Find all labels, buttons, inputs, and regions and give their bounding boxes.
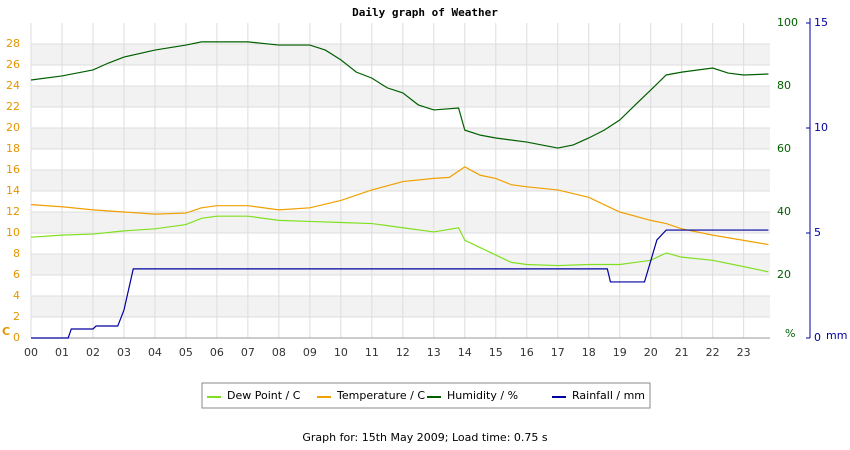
y-tick-label: 8	[13, 247, 20, 260]
x-tick-label: 10	[334, 346, 348, 359]
x-tick-label: 11	[365, 346, 379, 359]
y3-tick-label: 10	[814, 121, 828, 134]
grid-band	[31, 128, 770, 149]
y-tick-label: 18	[6, 142, 20, 155]
y-tick-label: 24	[6, 79, 20, 92]
legend-label: Humidity / %	[447, 389, 518, 402]
y-axis-label: C	[2, 325, 10, 338]
x-tick-label: 15	[489, 346, 503, 359]
x-tick-label: 13	[427, 346, 441, 359]
chart-title: Daily graph of Weather	[352, 6, 498, 19]
x-tick-label: 14	[458, 346, 472, 359]
x-tick-label: 22	[706, 346, 720, 359]
x-tick-label: 12	[396, 346, 410, 359]
x-tick-label: 21	[675, 346, 689, 359]
y-tick-label: 28	[6, 37, 20, 50]
y2-tick-label: 40	[777, 205, 791, 218]
y-tick-label: 0	[13, 331, 20, 344]
y-tick-label: 12	[6, 205, 20, 218]
y-tick-label: 26	[6, 58, 20, 71]
y-tick-label: 22	[6, 100, 20, 113]
y3-tick-label: 5	[814, 226, 821, 239]
x-tick-label: 17	[551, 346, 565, 359]
x-tick-label: 02	[86, 346, 100, 359]
grid-band	[31, 212, 770, 233]
grid-band	[31, 170, 770, 191]
y2-tick-label: 100	[777, 16, 798, 29]
series-line	[31, 229, 769, 339]
y2-tick-label: 20	[777, 268, 791, 281]
legend-box	[201, 382, 651, 409]
y-tick-label: 20	[6, 121, 20, 134]
x-tick-label: 09	[303, 346, 317, 359]
x-tick-label: 01	[55, 346, 69, 359]
y3-tick-label: 0	[814, 331, 821, 344]
y-tick-label: 16	[6, 163, 20, 176]
legend-label: Temperature / C	[336, 389, 425, 402]
y-tick-label: 4	[13, 289, 20, 302]
grid-band	[31, 296, 770, 317]
x-tick-label: 07	[241, 346, 255, 359]
legend-label: Dew Point / C	[227, 389, 301, 402]
y3-axis-label: mm	[826, 329, 847, 342]
series-line	[30, 215, 769, 273]
x-tick-label: 00	[24, 346, 38, 359]
y-tick-label: 6	[13, 268, 20, 281]
x-tick-label: 05	[179, 346, 193, 359]
y-tick-label: 2	[13, 310, 20, 323]
series-line	[30, 41, 769, 149]
x-tick-label: 20	[644, 346, 658, 359]
grid-band	[31, 86, 770, 107]
grid-band	[31, 254, 770, 275]
y2-axis-label: %	[785, 327, 795, 340]
x-tick-label: 04	[148, 346, 162, 359]
x-tick-label: 16	[520, 346, 534, 359]
y-tick-label: 14	[6, 184, 20, 197]
legend-label: Rainfall / mm	[572, 389, 645, 402]
y2-tick-label: 60	[777, 142, 791, 155]
footer: Graph for: 15th May 2009; Load time: 0.7…	[302, 431, 548, 444]
y3-tick-label: 15	[814, 16, 828, 29]
x-tick-label: 18	[582, 346, 596, 359]
x-tick-label: 03	[117, 346, 131, 359]
x-tick-label: 06	[210, 346, 224, 359]
x-tick-label: 23	[737, 346, 751, 359]
y-tick-label: 10	[6, 226, 20, 239]
series-line	[30, 166, 769, 246]
grid-band	[31, 44, 770, 65]
x-tick-label: 19	[613, 346, 627, 359]
y2-tick-label: 80	[777, 79, 791, 92]
x-tick-label: 08	[272, 346, 286, 359]
